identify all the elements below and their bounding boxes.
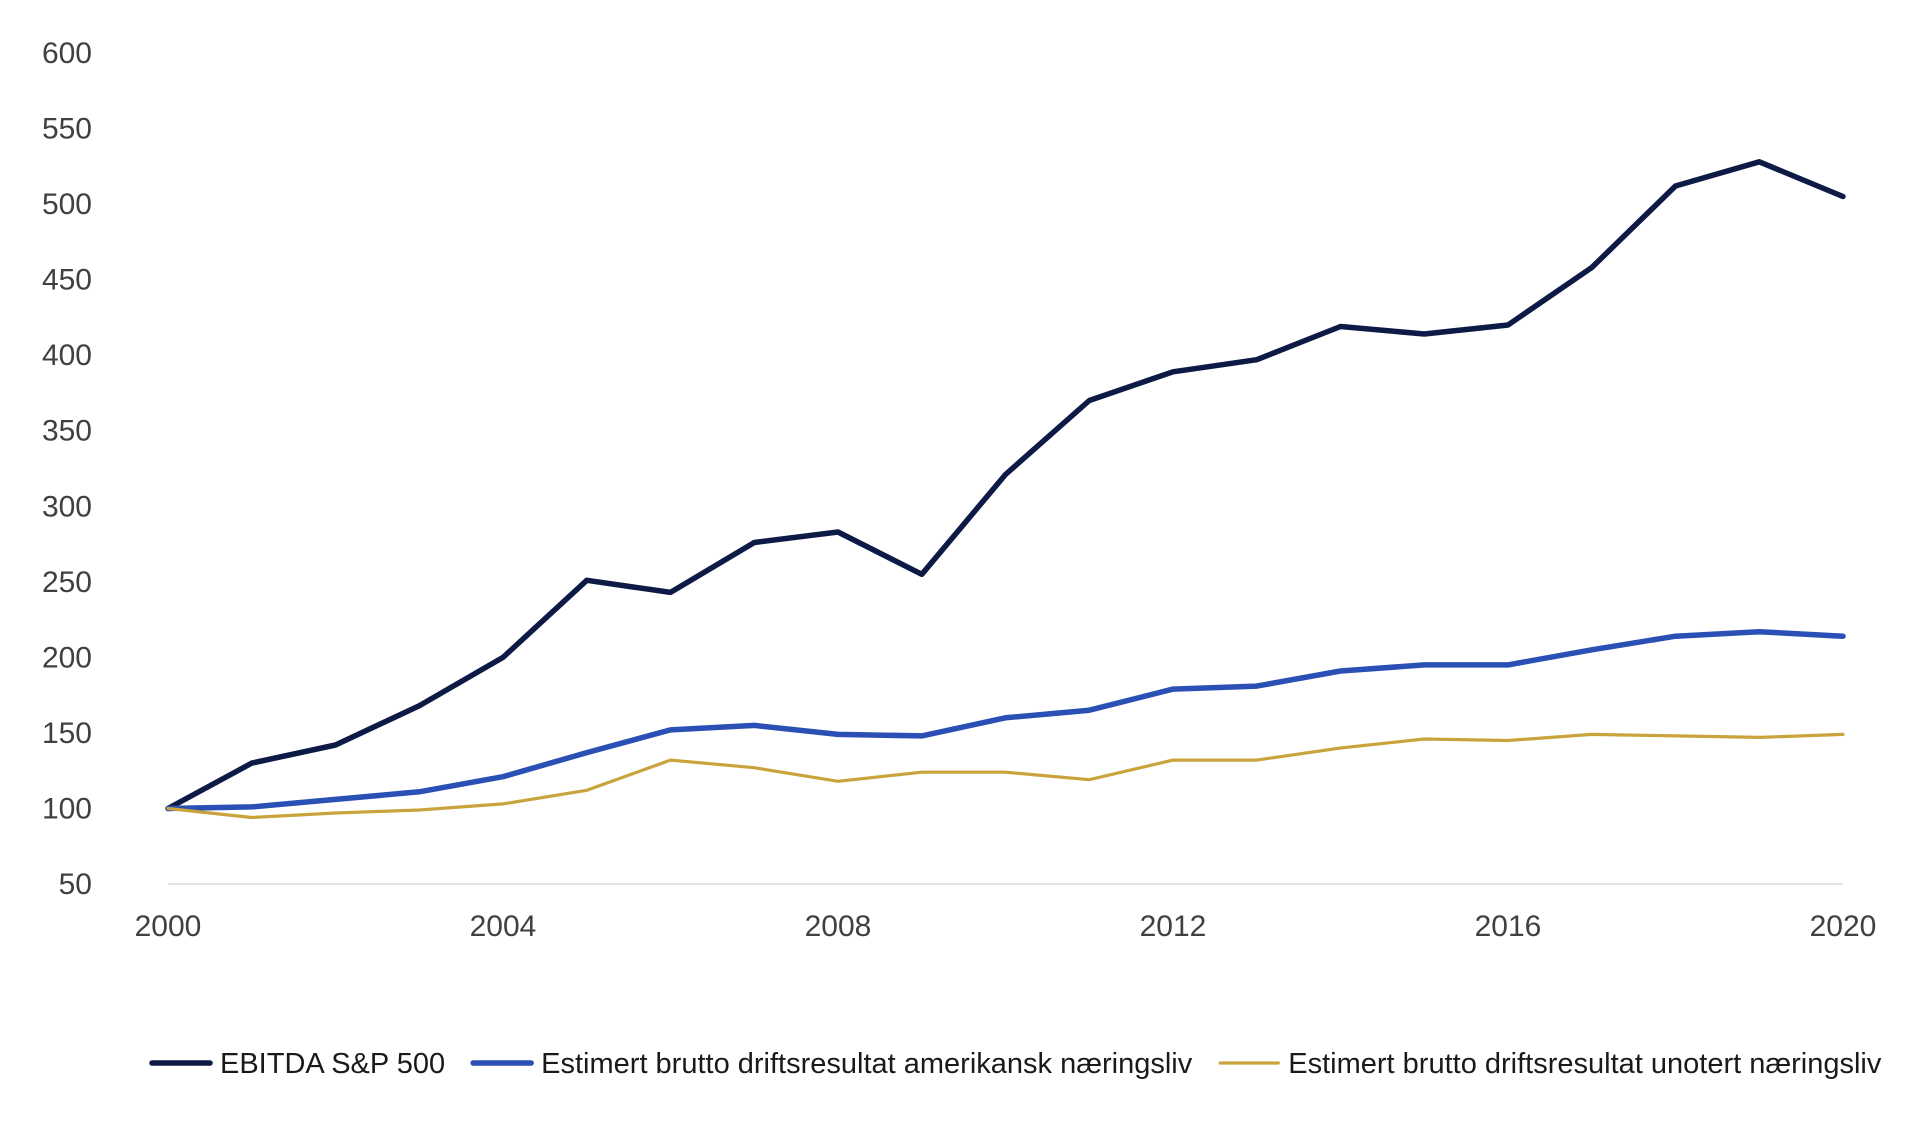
series-lines	[165, 159, 1846, 820]
y-tick-label-600: 600	[42, 37, 92, 70]
legend-item-estimert-brutto-driftsresultat-unotert-n-ringsliv: Estimert brutto driftsresultat unotert n…	[1218, 1048, 1882, 1080]
y-tick-label-200: 200	[42, 641, 92, 674]
y-tick-label-350: 350	[42, 415, 92, 448]
y-tick-label-300: 300	[42, 490, 92, 523]
legend-label: EBITDA S&P 500	[220, 1048, 445, 1080]
legend-label: Estimert brutto driftsresultat amerikans…	[541, 1048, 1193, 1080]
y-tick-label-550: 550	[42, 113, 92, 146]
legend: EBITDA S&P 500 Estimert brutto driftsresu…	[149, 1048, 1882, 1080]
x-tick-label-2000: 2000	[135, 910, 202, 943]
x-tick-label-2004: 2004	[470, 910, 537, 943]
y-tick-label-50: 50	[59, 868, 92, 901]
y-tick-label-100: 100	[42, 792, 92, 825]
x-tick-label-2008: 2008	[805, 910, 872, 943]
x-tick-label-2016: 2016	[1475, 910, 1542, 943]
series-line-estimert-brutto-driftsresultat-unotert-n-ringsliv	[166, 732, 1845, 820]
x-axis-tick-labels: 2000 2004 2008 2012 2016 2020	[135, 910, 1877, 943]
y-tick-label-500: 500	[42, 188, 92, 221]
legend-item-estimert-brutto-driftsresultat-amerikansk-n-ringsliv: Estimert brutto driftsresultat amerikans…	[470, 1048, 1193, 1080]
legend-label: Estimert brutto driftsresultat unotert n…	[1288, 1048, 1882, 1080]
y-axis-tick-labels: 50 100 150 200 250 300 350 400 450 500 550 600	[42, 37, 92, 901]
y-tick-label-450: 450	[42, 264, 92, 297]
y-tick-label-150: 150	[42, 717, 92, 750]
x-tick-label-2012: 2012	[1140, 910, 1207, 943]
series-line-estimert-brutto-driftsresultat-amerikansk-n-ringsliv	[165, 628, 1846, 812]
x-tick-label-2020: 2020	[1810, 910, 1877, 943]
y-tick-label-250: 250	[42, 566, 92, 599]
legend-item-ebitda-s-p-500: EBITDA S&P 500	[149, 1048, 445, 1080]
y-tick-label-400: 400	[42, 339, 92, 372]
series-line-ebitda-s-p-500	[165, 159, 1846, 812]
